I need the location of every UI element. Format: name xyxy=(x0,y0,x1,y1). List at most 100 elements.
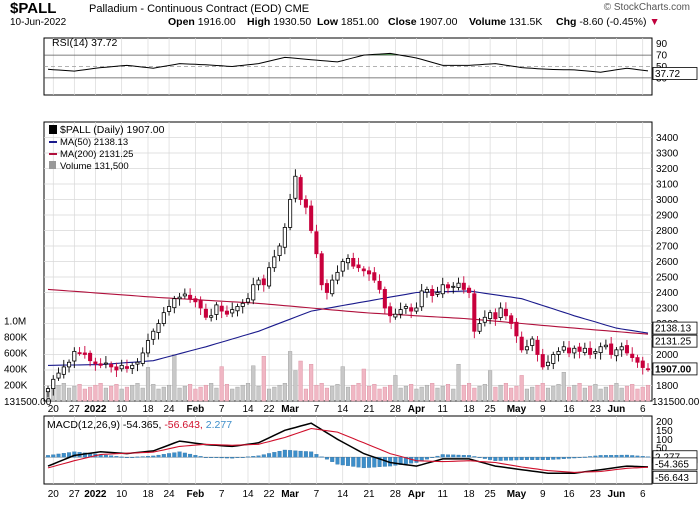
volume-bar xyxy=(161,386,166,402)
candle-body xyxy=(203,308,208,318)
volume-bar xyxy=(193,388,198,402)
volume-bar xyxy=(351,384,356,402)
macd-histogram-bar xyxy=(603,455,608,458)
candle-body xyxy=(282,226,287,248)
macd-histogram-bar xyxy=(172,452,177,458)
candle-body xyxy=(314,231,319,255)
candle-body xyxy=(151,330,156,340)
macd-histogram-bar xyxy=(488,457,493,460)
macd-xtick-label: 18 xyxy=(463,489,475,500)
macd-signal-line xyxy=(47,427,649,473)
macd-xtick-label: 23 xyxy=(590,489,602,500)
macd-histogram-bar xyxy=(235,457,240,458)
volume-bar xyxy=(77,384,82,402)
macd-histogram-bar xyxy=(456,454,461,458)
volume-bar xyxy=(361,368,366,402)
volume-bar xyxy=(61,383,66,402)
macd-histogram-bar xyxy=(219,457,224,459)
price-ytick-label: 3400 xyxy=(656,133,679,144)
macd-histogram-bar xyxy=(435,455,440,458)
candle-body xyxy=(156,323,161,333)
candle-body xyxy=(230,309,235,314)
volume-value: 131.5K xyxy=(509,16,543,28)
volume-bar xyxy=(482,384,487,402)
volume-bar xyxy=(67,387,72,402)
volume-bar xyxy=(598,388,603,402)
macd-histogram-bar xyxy=(146,456,150,458)
macd-histogram-bar xyxy=(240,457,245,458)
price-xtick-label: 14 xyxy=(337,404,349,415)
candle-body xyxy=(135,361,140,365)
candle-body xyxy=(303,199,308,208)
volume-bar xyxy=(256,385,261,402)
macd-histogram-bar xyxy=(572,457,577,459)
volume-bar xyxy=(203,384,208,402)
macd-histogram-bar xyxy=(451,454,456,458)
candle-body xyxy=(51,378,56,389)
candle-body xyxy=(603,344,608,348)
description-text: Palladium - Continuous Contract (EOD) xyxy=(89,3,282,15)
macd-histogram-bar xyxy=(151,455,156,458)
volume-bar xyxy=(372,384,377,402)
price-ytick-label: 3300 xyxy=(656,149,679,160)
macd-signal-value: -56.643, xyxy=(164,419,205,431)
symbol-description: Palladium - Continuous Contract (EOD) CM… xyxy=(89,3,309,15)
symbol-label[interactable]: $PALL xyxy=(10,0,57,17)
macd-xtick-label: 16 xyxy=(563,489,575,500)
volume-bar xyxy=(298,360,303,402)
rsi-last-label: 37.72 xyxy=(655,69,680,80)
candle-body xyxy=(109,363,114,368)
macd-histogram-bar xyxy=(251,456,256,458)
macd-histogram-bar xyxy=(324,457,329,460)
price-ytick-label: 3100 xyxy=(656,180,679,191)
volume-bar xyxy=(167,384,172,402)
volume-bar xyxy=(98,383,103,402)
price-xtick-label: 21 xyxy=(363,404,375,415)
macd-histogram-bar xyxy=(56,453,61,458)
candle-body xyxy=(435,292,440,295)
candle-body xyxy=(209,315,214,318)
ma200-legend-label: MA(200) 2131.25 xyxy=(60,149,133,160)
macd-histogram-bar xyxy=(288,450,293,458)
macd-ytick-label: 200 xyxy=(656,417,673,428)
price-ytick-label: 2900 xyxy=(656,211,679,222)
quote-open: Open 1916.00 xyxy=(168,16,236,28)
candle-body xyxy=(324,283,329,293)
candle-body xyxy=(267,267,272,287)
volume-bar xyxy=(524,388,529,402)
volume-bar xyxy=(109,385,114,402)
macd-histogram-bar xyxy=(130,457,135,458)
macd-histogram-bar xyxy=(509,457,514,461)
macd-xtick-label: Feb xyxy=(186,489,204,500)
rsi-last-label-box xyxy=(652,67,698,80)
brand-label[interactable]: © StockCharts.com xyxy=(603,2,690,13)
macd-xtick-label: May xyxy=(507,489,527,500)
price-xtick-label: 6 xyxy=(640,404,646,415)
candle-body xyxy=(456,282,461,288)
volume-bar xyxy=(572,384,577,402)
price-ytick-label: 2400 xyxy=(656,288,679,299)
macd-histogram-bar xyxy=(561,457,566,459)
candle-body xyxy=(82,352,87,355)
macd-histogram-bar xyxy=(467,455,472,458)
quote-volume: Volume 131.5K xyxy=(469,16,542,28)
macd-xtick-label: 7 xyxy=(219,489,225,500)
volume-bar xyxy=(388,384,393,402)
macd-histogram-bar xyxy=(430,457,435,458)
macd-xtick-label: 11 xyxy=(438,489,449,500)
volume-bar xyxy=(356,383,361,402)
price-ytick-label: 2700 xyxy=(656,242,679,253)
macd-histogram-bar xyxy=(377,457,382,467)
macd-histogram-bar xyxy=(340,457,345,466)
macd-histogram-bar xyxy=(224,457,229,459)
candle-body xyxy=(488,312,493,319)
macd-histogram-bar xyxy=(582,456,587,458)
volume-bar xyxy=(293,370,298,402)
macd-histogram-bar xyxy=(556,457,561,460)
macd-histogram-bar xyxy=(140,456,145,458)
volume-bar xyxy=(588,385,593,402)
candle-body xyxy=(624,345,629,354)
macd-histogram-bar xyxy=(256,455,261,458)
candle-body xyxy=(388,306,393,317)
volume-bar xyxy=(145,367,151,402)
